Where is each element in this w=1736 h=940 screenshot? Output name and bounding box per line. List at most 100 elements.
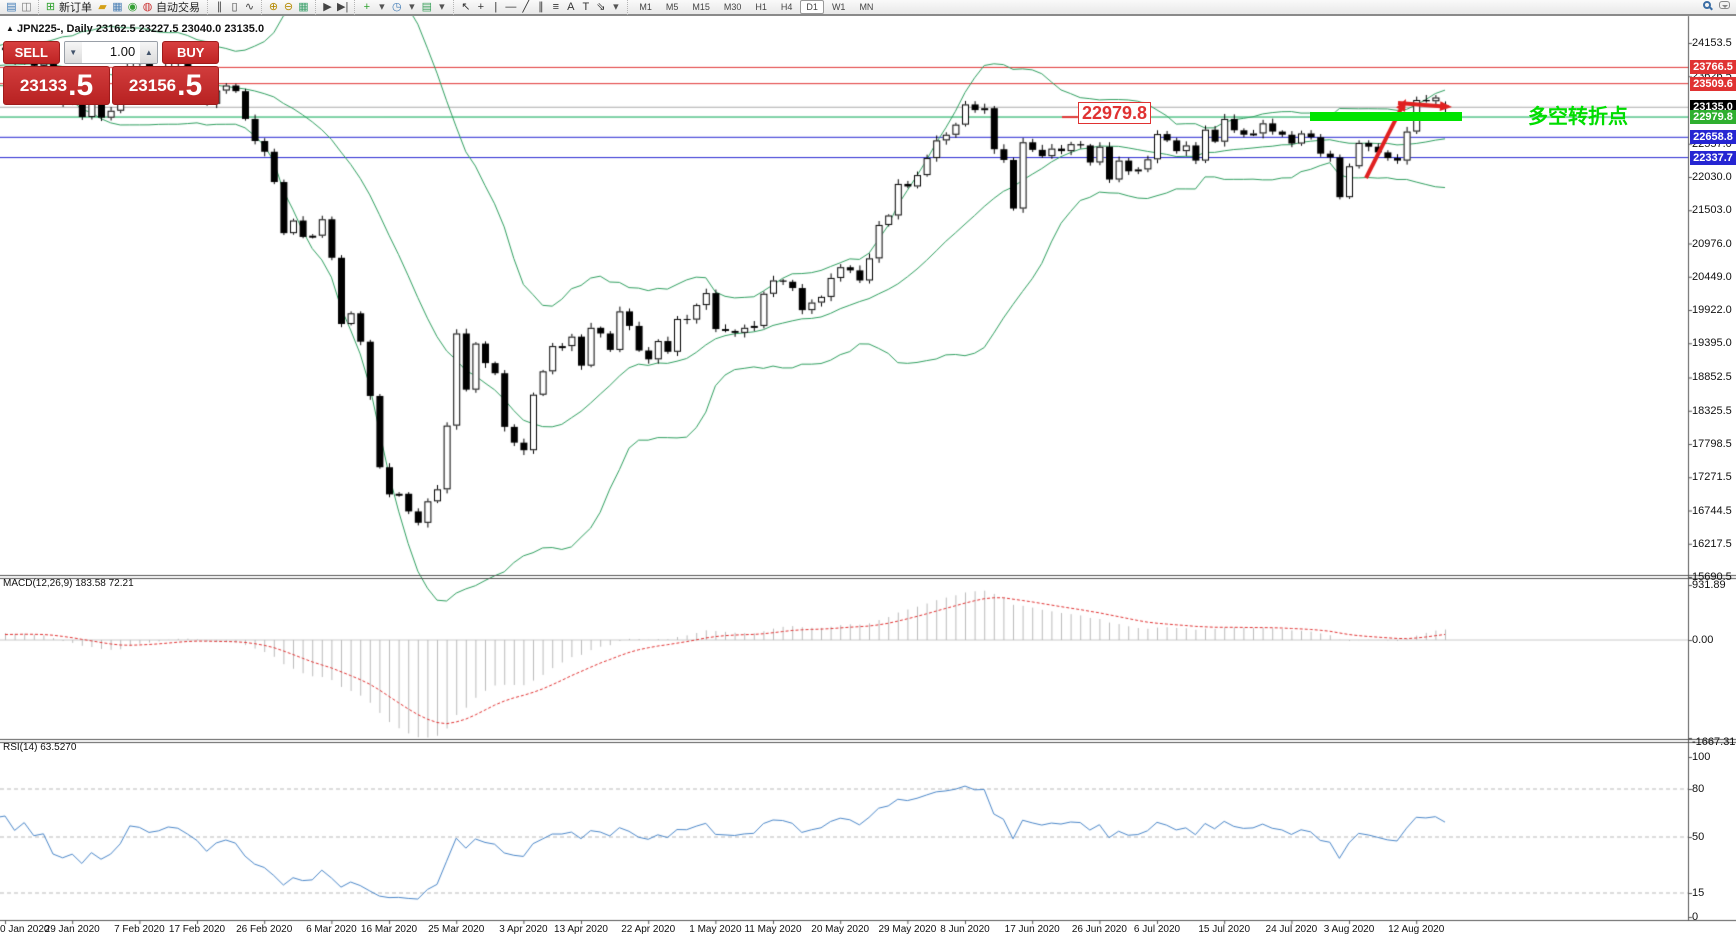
buy-button[interactable]: BUY [162,41,219,64]
period-dropdown-icon[interactable]: ▾ [409,1,415,13]
auto-trading-icon-label[interactable]: 自动交易 [156,2,200,14]
symbol-collapse-icon[interactable]: ▲ [6,24,14,33]
date-tick-label: 29 May 2020 [878,924,937,935]
period-clock-icon[interactable]: ◷ [392,1,402,13]
date-tick-label: 6 Jul 2020 [1133,924,1181,935]
chart-shift-icon[interactable]: ▶| [337,1,349,13]
rsi-axis-label: 0 [1692,911,1699,923]
price-tick-label: 20449.0 [1692,270,1732,283]
price-tick-label: 18325.5 [1692,404,1732,417]
timeframe-m5[interactable]: M5 [665,2,679,12]
arrows-dropdown-icon[interactable]: ▾ [613,1,619,13]
auto-trading-icon[interactable]: ◍ [142,1,153,13]
toolbar-group: ⊞ 新订单 ▰ ▦ ◉ ◍ 自动交易 [38,0,207,15]
price-tick-label: 22030.0 [1692,170,1732,183]
line-chart-icon[interactable]: ∿ [244,1,255,13]
date-tick-label: 17 Feb 2020 [168,924,226,935]
arrows-icon[interactable]: ⇘ [596,1,606,13]
trendline-icon[interactable]: ╱ [522,1,530,13]
indicator-dropdown-icon[interactable]: ▾ [379,1,385,13]
price-tick-label: 17798.5 [1692,438,1732,450]
timeframe-d1[interactable]: D1 [800,0,824,14]
zoom-out-icon[interactable]: ⊖ [283,1,294,13]
sell-price-box[interactable]: 23133.5 [3,66,110,105]
templates-dropdown-icon[interactable]: ▾ [439,1,445,13]
rsi-axis-label: 80 [1692,783,1705,795]
timeframe-w1[interactable]: W1 [831,2,846,12]
horizontal-line-icon[interactable]: — [505,1,517,13]
macd-indicator-label: MACD(12,26,9) 183.58 72.21 [3,578,134,589]
date-tick-label: 3 Apr 2020 [499,924,548,935]
date-tick-label: 12 Aug 2020 [1388,924,1445,935]
signals-icon[interactable]: ◉ [127,1,138,13]
volume-stepper: ▼ 1.00 ▲ [63,41,159,64]
add-indicator-icon[interactable]: + [363,1,371,13]
date-tick-label: 24 Jul 2020 [1265,924,1318,935]
volume-field[interactable]: 1.00 [81,42,141,63]
cursor-icon[interactable]: ↖ [461,1,471,13]
crosshair-icon[interactable]: + [477,1,485,13]
date-tick-label: 29 Jan 2020 [44,924,100,935]
terminal-icon[interactable]: ▦ [112,1,123,13]
date-tick-label: 26 Feb 2020 [236,924,293,935]
price-line-label: 23509.6 [1690,76,1736,91]
one-click-trade-panel: SELL ▼ 1.00 ▲ BUY 23133.5 23156.5 [3,41,219,105]
search-icon[interactable] [1703,1,1711,9]
toolbar-group: ▤ ◫ [0,0,38,15]
symbol-title: ▲ JPN225-, Daily 23162.5 23227.5 23040.0… [6,23,264,35]
date-tick-label: 7 Feb 2020 [114,924,165,935]
market-watch-icon[interactable]: ▰ [98,1,107,13]
timeframe-group: M1 M5 M15 M30 H1 H4 D1 W1 MN [627,0,884,15]
toolbar-group: ∥ ▯ ∿ [207,0,261,15]
label-icon[interactable]: T [582,1,590,13]
profiles-icon[interactable]: ◫ [21,1,32,13]
toolbar-group: ↖ + | — ╱ ∥ ≡ A T ⇘ ▾ [453,0,627,15]
symbol-title-text: JPN225-, Daily 23162.5 23227.5 23040.0 2… [16,23,265,35]
buy-price-box[interactable]: 23156.5 [112,66,219,105]
timeframe-m30[interactable]: M30 [723,2,742,12]
price-tick-label: 18852.5 [1692,371,1732,384]
timeframe-m15[interactable]: M15 [692,2,710,12]
macd-axis-label: 0.00 [1692,634,1714,646]
timeframe-m1[interactable]: M1 [639,2,652,12]
tile-windows-icon[interactable]: ▦ [298,1,309,13]
date-tick-label: 8 Jun 2020 [940,924,990,935]
channel-icon[interactable]: ∥ [538,1,544,13]
vertical-line-icon[interactable]: | [494,1,498,13]
buy-price-main: 23156 [128,75,177,95]
turning-point-text[interactable]: 多空转折点 [1528,106,1628,128]
volume-up-button[interactable]: ▲ [140,42,158,63]
text-icon[interactable]: A [567,1,575,13]
new-chart-icon[interactable]: ▤ [6,1,17,13]
rsi-axis-label: 50 [1692,831,1705,843]
price-tick-label: 20976.0 [1692,237,1732,250]
candlestick-chart-icon[interactable]: ▯ [231,1,238,13]
macd-axis-label: 931.89 [1692,579,1726,592]
auto-scroll-icon[interactable]: ▶ [323,1,332,13]
timeframe-mn[interactable]: MN [859,2,874,12]
price-callout-label[interactable]: 22979.8 [1078,102,1152,124]
date-tick-label: 13 Apr 2020 [554,924,608,935]
templates-icon[interactable]: ▤ [421,1,433,13]
price-tick-label: 24153.5 [1692,37,1732,49]
highlight-bar-annotation[interactable] [1310,112,1462,121]
sell-price-frac: .5 [68,68,94,102]
new-order-icon-label[interactable]: 新订单 [59,2,92,14]
timeframe-h4[interactable]: H4 [780,2,793,12]
date-tick-label: 1 May 2020 [689,924,742,935]
price-tick-label: 19922.0 [1692,304,1732,316]
date-tick-label: 15 Jul 2020 [1198,924,1251,935]
timeframe-h1[interactable]: H1 [755,2,767,12]
date-tick-label: 25 Mar 2020 [428,924,485,935]
chat-icon[interactable] [1719,1,1730,9]
bar-chart-icon[interactable]: ∥ [216,1,223,13]
fibonacci-icon[interactable]: ≡ [552,1,560,13]
new-order-icon[interactable]: ⊞ [45,1,56,13]
sell-button[interactable]: SELL [3,41,60,64]
volume-down-button[interactable]: ▼ [64,42,82,63]
toolbar-group: + ▾ ◷ ▾ ▤ ▾ [354,0,453,15]
price-tick-label: 15690.5 [1692,571,1732,583]
zoom-in-icon[interactable]: ⊕ [268,1,279,13]
